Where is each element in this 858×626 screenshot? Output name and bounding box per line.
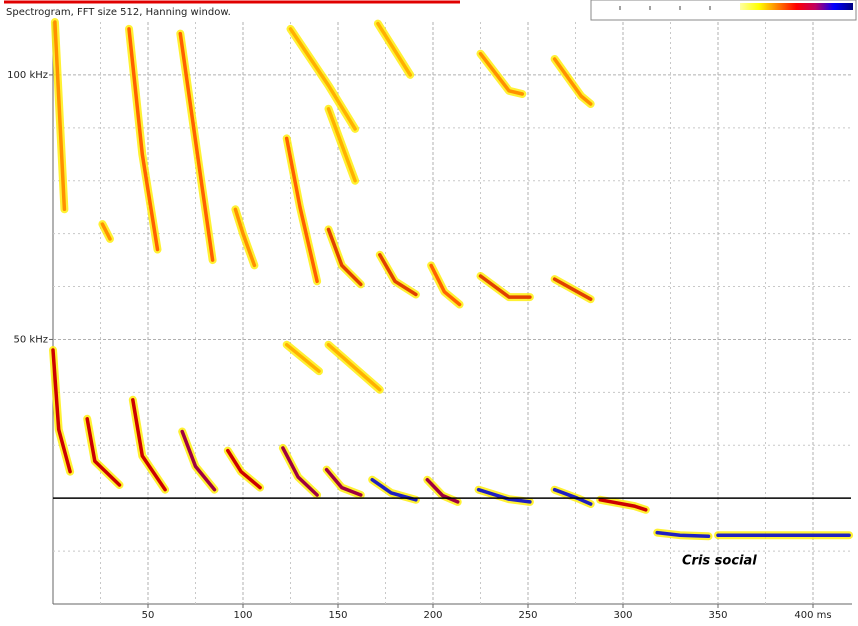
x-tick-label: 200	[423, 610, 442, 621]
call-trace	[281, 446, 319, 497]
y-tick-label: 100 kHz	[7, 70, 48, 81]
call-trace	[100, 222, 112, 241]
call-trace	[478, 51, 525, 96]
colorbar	[740, 3, 853, 10]
call-trace	[378, 253, 418, 297]
call-trace	[478, 274, 532, 299]
call-trace	[324, 467, 363, 497]
y-tick-label: 50 kHz	[14, 334, 48, 345]
call-trace	[288, 27, 357, 131]
call-trace	[598, 498, 648, 512]
call-trace	[180, 429, 217, 492]
call-trace	[233, 207, 257, 268]
call-trace	[131, 398, 167, 492]
call-trace	[655, 530, 711, 539]
x-tick-label: 100	[233, 610, 252, 621]
call-trace	[85, 417, 122, 487]
call-trace	[552, 57, 593, 106]
call-trace	[429, 263, 462, 307]
x-tick-label: 250	[518, 610, 537, 621]
x-tick-label: 150	[328, 610, 347, 621]
colorbar-ticks	[619, 6, 711, 10]
annotation: Cris social	[682, 554, 757, 569]
call-trace	[178, 31, 215, 262]
x-tick-label: 300	[613, 610, 632, 621]
call-trace	[284, 342, 321, 373]
x-tick-label: 50	[142, 610, 155, 621]
call-trace	[127, 27, 160, 252]
call-trace	[326, 227, 363, 287]
call-trace	[51, 348, 72, 474]
call-trace	[552, 277, 593, 301]
call-trace	[326, 107, 357, 183]
call-trace	[425, 477, 460, 504]
call-trace	[284, 136, 319, 284]
call-trace	[326, 342, 382, 392]
x-tick-label: 350	[708, 610, 727, 621]
x-tick-label: 400 ms	[794, 610, 831, 621]
call-trace	[53, 20, 67, 212]
call-trace	[476, 487, 532, 504]
chart-title: Spectrogram, FFT size 512, Hanning windo…	[6, 7, 231, 18]
call-trace	[376, 21, 412, 77]
call-trace	[226, 448, 262, 490]
